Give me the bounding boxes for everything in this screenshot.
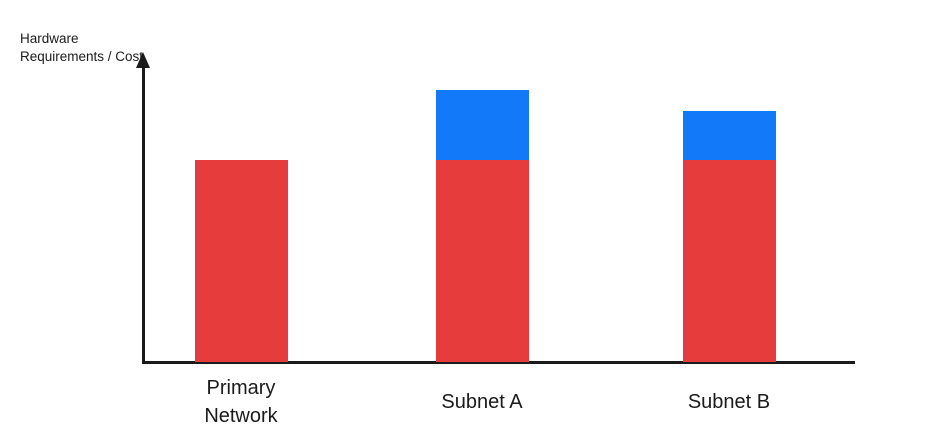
bar-primary-network-red-base-segment	[194, 160, 288, 362]
x-axis-label-subnet-a: Subnet A	[441, 391, 523, 413]
y-axis-label: Hardware Requirements / Cost	[20, 31, 144, 64]
y-axis-line	[142, 64, 145, 364]
bar-subnet-a-blue-top-segment	[435, 89, 529, 161]
bar-subnet-b-red-base-segment	[682, 160, 776, 362]
x-axis-label-subnet-b: Subnet B	[687, 391, 771, 413]
bar-subnet-b-blue-top-segment	[682, 111, 776, 161]
y-axis-arrow-icon	[136, 52, 150, 68]
x-axis-label-primary-network: Primary Network	[204, 377, 278, 427]
x-axis-line	[142, 361, 855, 364]
bar-subnet-a-red-base-segment	[435, 160, 529, 362]
